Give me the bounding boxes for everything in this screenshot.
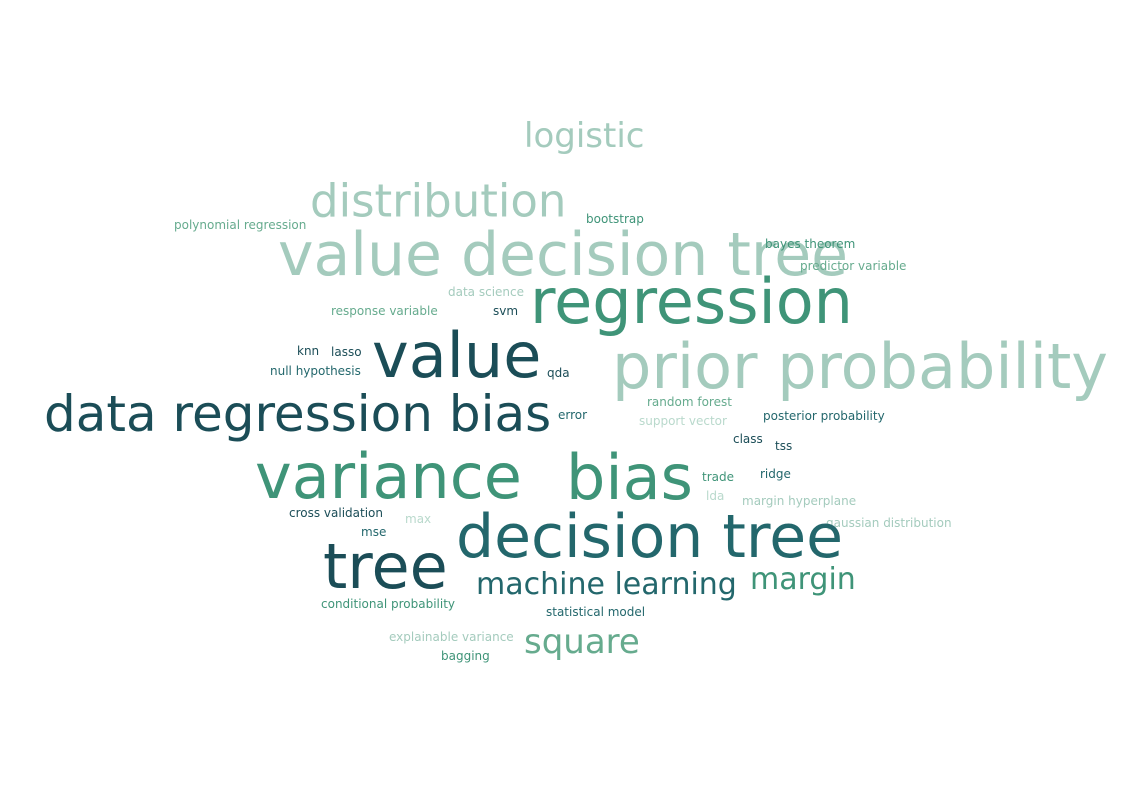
cloud-word: distribution [310,174,567,228]
cloud-word: bagging [441,649,490,663]
cloud-word: machine learning [476,567,737,602]
cloud-word: mse [361,525,387,539]
cloud-word: bias [566,441,693,514]
cloud-word: decision tree [456,502,844,572]
cloud-word: null hypothesis [270,364,361,378]
cloud-word: square [524,622,640,662]
cloud-word: predictor variable [800,259,907,273]
cloud-word: polynomial regression [174,218,307,232]
cloud-word: posterior probability [763,409,885,423]
cloud-word: margin [750,562,856,597]
cloud-word: prior probability [612,330,1108,403]
cloud-word: statistical model [546,605,646,619]
cloud-word: ridge [760,467,791,481]
cloud-word: support vector [639,414,727,428]
cloud-word: explainable variance [389,630,514,644]
cloud-word: conditional probability [321,597,456,611]
cloud-word: bootstrap [586,212,644,226]
cloud-word: margin hyperplane [742,494,857,508]
cloud-word: svm [493,304,519,318]
cloud-word: bayes theorem [765,237,856,251]
cloud-word: lda [706,489,725,503]
cloud-word: gaussian distribution [826,516,952,530]
cloud-word: regression [530,265,853,338]
cloud-word: lasso [331,345,362,359]
cloud-word: response variable [331,304,438,318]
cloud-word: value [372,319,542,392]
cloud-word: logistic [524,116,645,156]
cloud-word: random forest [647,395,732,409]
cloud-word: qda [547,366,570,380]
cloud-word: value decision tree [278,220,849,290]
cloud-word: tree [323,530,448,603]
cloud-word: tss [775,439,793,453]
cloud-word: data regression bias [44,385,552,443]
cloud-word: max [405,512,432,526]
cloud-word: data science [448,285,524,299]
cloud-word: variance [255,440,522,513]
cloud-word: error [558,408,588,422]
cloud-word: cross validation [289,506,384,520]
cloud-word: knn [297,344,320,358]
cloud-word: class [733,432,763,446]
cloud-word: trade [702,470,734,484]
